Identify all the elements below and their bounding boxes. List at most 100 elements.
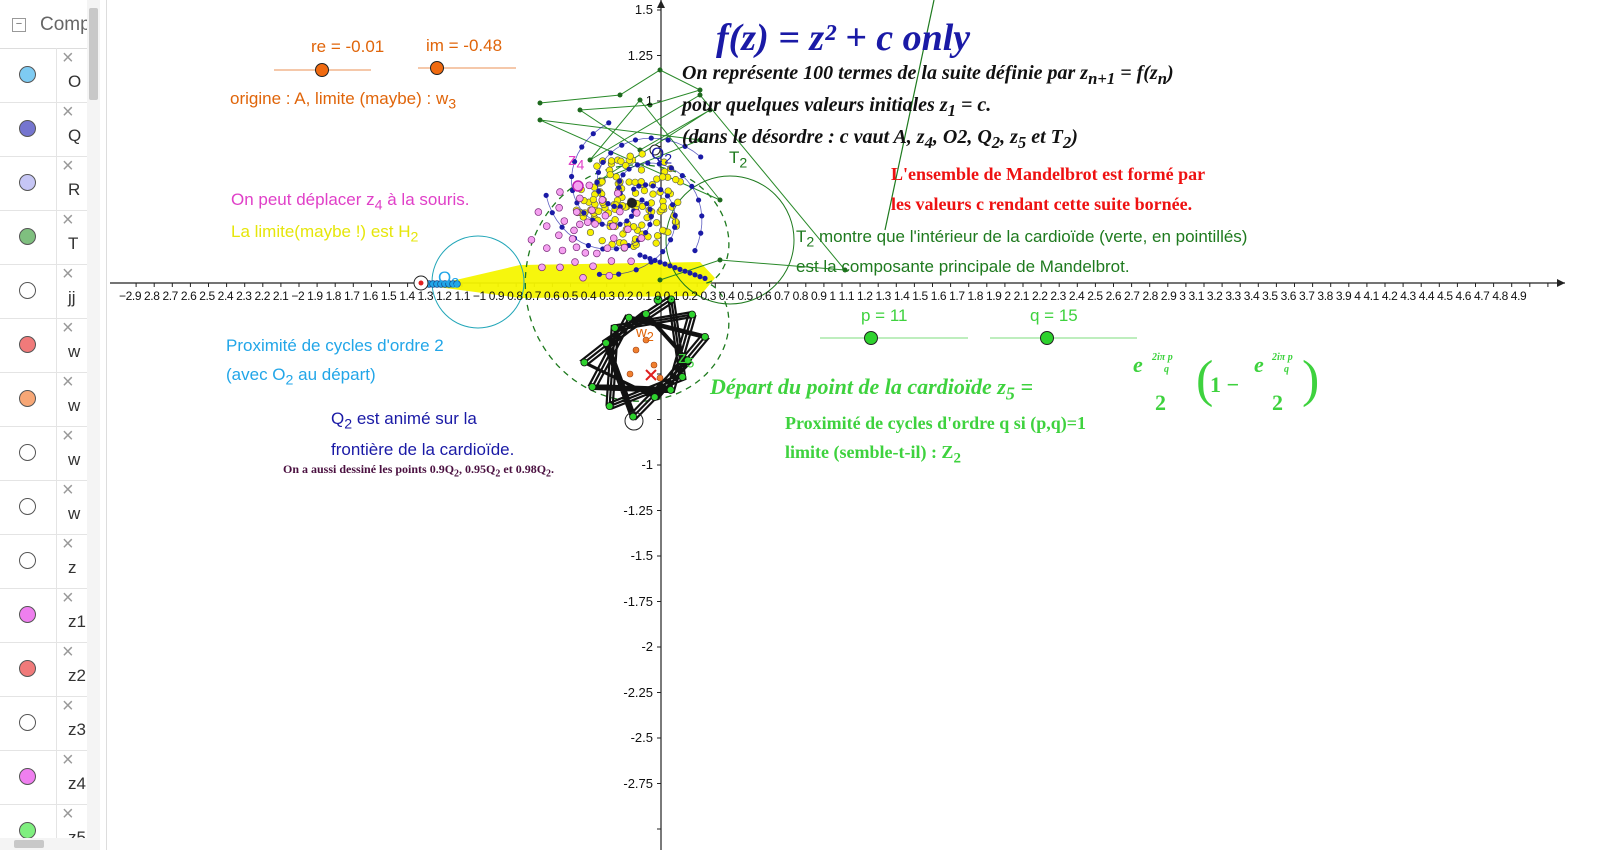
orbit-A-point [607, 157, 616, 165]
visibility-toggle-icon[interactable] [19, 606, 36, 623]
orbit-Q2-point [692, 247, 698, 254]
sidebar-vertical-scrollbar[interactable] [87, 0, 100, 850]
scrollbar-thumb-horizontal[interactable] [14, 840, 44, 848]
sidebar-object-row[interactable]: × z2 [0, 642, 100, 697]
point-ring-bottom[interactable] [624, 411, 644, 431]
delete-icon[interactable]: × [62, 587, 74, 609]
sidebar-object-row[interactable]: × R [0, 156, 100, 211]
scrollbar-thumb[interactable] [89, 8, 98, 100]
orbit-z5-point [666, 386, 675, 394]
sidebar-object-row[interactable]: × Q [0, 102, 100, 157]
slider-q-knob[interactable] [1040, 331, 1054, 345]
visibility-toggle-icon[interactable] [19, 552, 36, 569]
sidebar-object-row[interactable]: × w [0, 480, 100, 535]
orbit-Q2-tail-point [637, 252, 643, 258]
row-divider [56, 372, 57, 426]
visibility-toggle-icon[interactable] [19, 822, 36, 839]
object-label: z3 [68, 720, 86, 739]
delete-icon[interactable]: × [62, 695, 74, 717]
point-z4[interactable] [572, 180, 584, 192]
delete-icon[interactable]: × [62, 803, 74, 825]
orbit-A-point [593, 162, 601, 170]
sidebar-horizontal-scrollbar[interactable] [0, 838, 100, 850]
orbit-z4-point [556, 188, 564, 196]
orbit-z5-point [688, 310, 696, 319]
orbit-z5-star [579, 295, 710, 421]
delete-icon[interactable]: × [62, 641, 74, 663]
orbit-z4-point [633, 209, 641, 217]
delete-icon[interactable]: × [62, 47, 74, 69]
orbit-z4-point [576, 220, 584, 229]
sidebar-object-row[interactable]: × w [0, 372, 100, 427]
visibility-toggle-icon[interactable] [19, 660, 36, 677]
row-divider [56, 210, 57, 264]
sidebar-object-row[interactable]: × w [0, 426, 100, 481]
sidebar-object-row[interactable]: × z [0, 534, 100, 589]
sidebar-object-row[interactable]: × T [0, 210, 100, 265]
orbit-z5-point [588, 383, 597, 391]
frac2-q: q [1284, 364, 1289, 375]
sidebar-object-row[interactable]: × w [0, 318, 100, 373]
visibility-toggle-icon[interactable] [19, 714, 36, 731]
sidebar-object-row[interactable]: × jj [0, 264, 100, 319]
visibility-toggle-icon[interactable] [19, 336, 36, 353]
row-divider [56, 804, 57, 850]
orbit-A-point [652, 239, 660, 247]
collapse-icon[interactable]: − [12, 18, 26, 32]
orbit-T2-point [697, 137, 703, 143]
orbit-T2-point [842, 267, 848, 273]
orbit-A-point [595, 207, 603, 215]
point-Q2[interactable] [649, 144, 661, 156]
orbit-T2-point [537, 100, 543, 106]
delete-icon[interactable]: × [62, 101, 74, 123]
delete-icon[interactable]: × [62, 425, 74, 447]
delete-icon[interactable]: × [62, 209, 74, 231]
sidebar-object-row[interactable]: × z1 [0, 588, 100, 643]
delete-icon[interactable]: × [62, 155, 74, 177]
orbit-z4-point [616, 207, 624, 216]
frac2-den: 2 [1272, 390, 1283, 415]
limq-text: limite (semble-t-il) : Z2 [785, 442, 961, 467]
slider-im-knob[interactable] [430, 61, 444, 75]
slider-p-knob[interactable] [864, 331, 878, 345]
orbit-w-point [656, 374, 664, 382]
orbit-z4-point [589, 262, 597, 270]
orbit-A-point [638, 150, 646, 158]
label-O2: O2 [438, 268, 460, 292]
orbit-Q2-tail-point [687, 270, 693, 276]
visibility-toggle-icon[interactable] [19, 282, 36, 299]
object-label: z [68, 558, 77, 577]
visibility-toggle-icon[interactable] [19, 390, 36, 407]
visibility-toggle-icon[interactable] [19, 120, 36, 137]
delete-icon[interactable]: × [62, 749, 74, 771]
orbit-z5-point [642, 310, 650, 318]
orbit-z4-point [593, 249, 601, 258]
y-axis-tick-label: -1 [641, 457, 653, 472]
object-label: w [68, 396, 81, 415]
visibility-toggle-icon[interactable] [19, 228, 36, 245]
delete-icon[interactable]: × [62, 317, 74, 339]
slider-re-knob[interactable] [315, 63, 329, 77]
y-axis-tick-label: -2 [641, 639, 653, 654]
mandelbrot-text-2: les valeurs c rendant cette suite bornée… [891, 194, 1193, 214]
visibility-toggle-icon[interactable] [19, 498, 36, 515]
orbit-z4-point [556, 263, 564, 272]
sidebar-object-row[interactable]: × O [0, 48, 100, 103]
label-T2: T2 [729, 148, 748, 172]
sidebar-header: − Comp [0, 0, 100, 49]
orbit-z4-point [583, 218, 592, 226]
delete-icon[interactable]: × [62, 479, 74, 501]
delete-icon[interactable]: × [62, 263, 74, 285]
delete-icon[interactable]: × [62, 371, 74, 393]
row-divider [56, 642, 57, 696]
graphics-view[interactable] [106, 0, 1600, 850]
sidebar-object-row[interactable]: × z4 [0, 750, 100, 805]
visibility-toggle-icon[interactable] [19, 768, 36, 785]
orbit-z4-point [555, 231, 563, 239]
visibility-toggle-icon[interactable] [19, 174, 36, 191]
visibility-toggle-icon[interactable] [19, 444, 36, 461]
visibility-toggle-icon[interactable] [19, 66, 36, 83]
sidebar-object-row[interactable]: × z3 [0, 696, 100, 751]
orbit-Q2-tail-point [662, 261, 668, 267]
delete-icon[interactable]: × [62, 533, 74, 555]
